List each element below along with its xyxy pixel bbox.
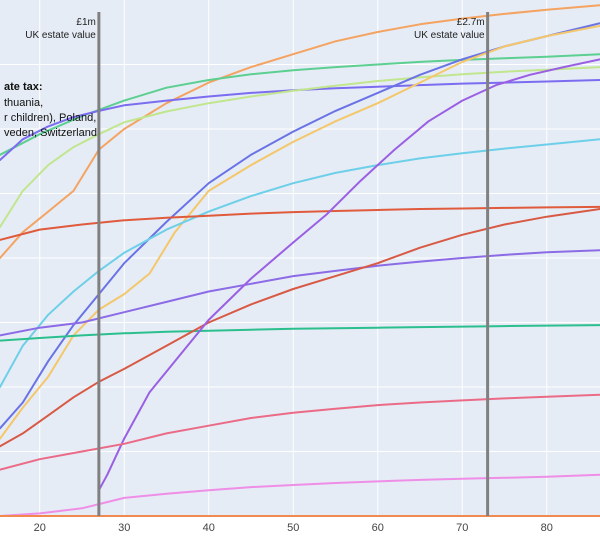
series-line-2: [0, 79, 600, 161]
annotation-line-2: r children), Poland,: [4, 112, 96, 124]
series-line-13: [0, 473, 600, 517]
vertical-marker-caption-1: UK estate value: [414, 30, 485, 41]
annotation-title: ate tax:: [4, 81, 43, 93]
series-line-0: [0, 4, 600, 259]
series-line-9: [0, 324, 600, 342]
annotation-line-1: thuania,: [4, 97, 43, 109]
vertical-marker-value-1: £2.7m: [457, 17, 485, 28]
vertical-marker-caption-0: UK estate value: [25, 30, 96, 41]
x-axis-ticks: 20 30 40 50 60 70 80: [34, 522, 553, 534]
x-tick-label-2: 40: [203, 522, 215, 534]
series-lines: [0, 4, 600, 517]
x-tick-label-6: 80: [541, 522, 553, 534]
annotation-block: ate tax: thuania, r children), Poland, v…: [4, 81, 97, 139]
series-line-7: [0, 205, 600, 241]
series-line-11: [97, 58, 600, 492]
series-line-8: [0, 249, 600, 337]
x-tick-label-3: 50: [287, 522, 299, 534]
series-line-5: [0, 24, 600, 440]
x-tick-label-5: 70: [456, 522, 468, 534]
series-line-6: [0, 138, 600, 388]
annotation-line-3: veden, Switzerland: [4, 127, 97, 139]
series-line-10: [0, 208, 600, 448]
vertical-marker-value-0: £1m: [76, 17, 95, 28]
series-line-3: [0, 66, 600, 228]
x-tick-label-0: 20: [34, 522, 46, 534]
vertical-markers: £1m UK estate value £2.7m UK estate value: [25, 12, 490, 516]
x-tick-label-1: 30: [118, 522, 130, 534]
series-line-12: [0, 393, 600, 471]
x-tick-label-4: 60: [372, 522, 384, 534]
